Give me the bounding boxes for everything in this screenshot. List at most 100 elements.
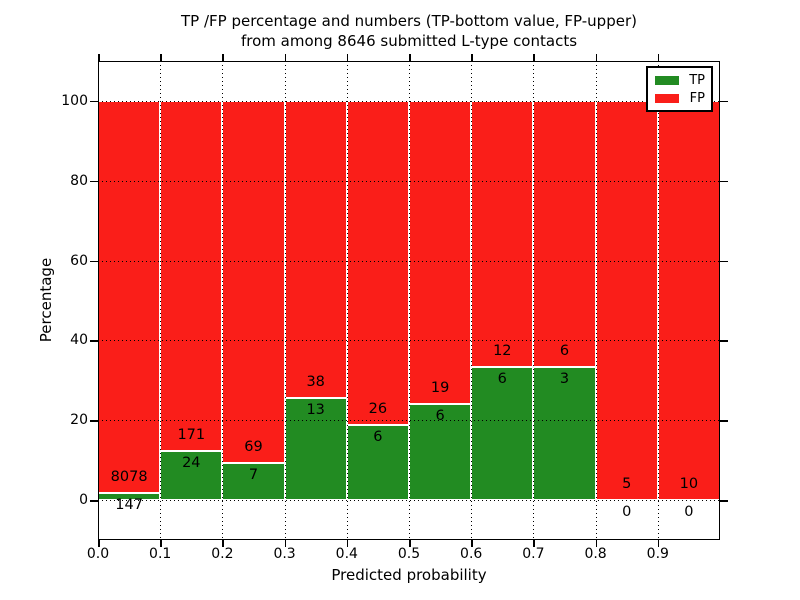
- y-tick-label: 0: [79, 492, 88, 509]
- x-tick-label: 0.7: [522, 546, 545, 562]
- x-tick: [409, 540, 411, 547]
- x-tick-top: [346, 54, 349, 61]
- y-tick: [90, 500, 98, 502]
- chart-title-line2: from among 8646 submitted L-type contact…: [240, 32, 578, 50]
- y-tick-label: 80: [70, 172, 88, 189]
- y-gridline: [98, 500, 720, 502]
- x-tick-top: [595, 54, 598, 61]
- x-tick-top: [533, 54, 535, 61]
- fp-count-label: 26: [368, 401, 388, 418]
- y-tick-right: [720, 420, 728, 422]
- x-tick-top: [98, 54, 100, 61]
- tp-count-label: 6: [497, 371, 507, 388]
- y-gridline: [98, 100, 720, 102]
- tp-legend-swatch: [655, 75, 679, 85]
- x-tick-label: 0.1: [149, 546, 172, 562]
- x-tick: [595, 540, 598, 547]
- fp-bar-segment: [222, 100, 285, 464]
- tp-count-label: 13: [306, 402, 325, 419]
- fp-bar-segment: [346, 100, 409, 426]
- x-tick-label: 0.0: [86, 546, 110, 562]
- x-tick-top: [409, 54, 411, 61]
- x-gridline: [409, 61, 410, 540]
- y-tick-label: 40: [70, 332, 88, 349]
- fp-bar-segment: [98, 100, 161, 493]
- y-gridline: [98, 260, 720, 262]
- x-tick-label: 0.4: [335, 546, 358, 562]
- tp-bar-segment: [533, 367, 596, 501]
- x-tick-label: 0.8: [584, 546, 607, 562]
- tp-bar-segment: [346, 425, 409, 501]
- y-tick-right: [720, 100, 728, 103]
- y-tick-label: 20: [70, 412, 88, 429]
- fp-bar-segment: [533, 100, 596, 368]
- tp-count-label: 7: [248, 467, 259, 484]
- x-tick-top: [222, 54, 224, 61]
- fp-count-label: 171: [177, 426, 206, 443]
- fp-bar-segment: [657, 100, 720, 501]
- x-tick-top: [657, 54, 660, 61]
- x-tick-top: [471, 54, 473, 61]
- fp-bar-segment: [160, 100, 223, 451]
- y-tick-label: 100: [61, 92, 88, 109]
- tp-count-label: 0: [622, 504, 632, 521]
- x-tick-label: 0.3: [273, 546, 296, 562]
- fp-count-label: 69: [244, 439, 263, 456]
- x-tick-label: 0.6: [460, 546, 483, 562]
- tp-count-label: 6: [435, 408, 445, 425]
- plot-area: 8078 147 171 24 69 7 38 13 26 6 19 6 12 6 6 3 5 0 10 0: [98, 61, 720, 540]
- x-tick: [160, 540, 162, 547]
- fp-bar-segment: [284, 100, 347, 399]
- fp-count-label: 38: [306, 374, 325, 391]
- x-gridline: [160, 61, 162, 540]
- y-gridline: [98, 420, 720, 422]
- tp-count-label: 24: [182, 454, 201, 471]
- tp-bar-segment: [471, 367, 534, 501]
- y-tick: [90, 180, 98, 183]
- legend-item-fp: FP: [655, 92, 705, 105]
- tp-bar-segment: [160, 450, 223, 501]
- tp-count-label: 3: [559, 371, 570, 388]
- fp-legend-label: FP: [689, 90, 705, 106]
- x-gridline: [595, 61, 597, 540]
- y-tick: [90, 420, 98, 422]
- y-tick: [90, 260, 98, 263]
- x-tick-label: 0.9: [646, 546, 669, 562]
- tp-count-label: 6: [373, 429, 383, 446]
- legend-item-tp: TP: [655, 74, 705, 87]
- x-tick: [346, 540, 349, 547]
- x-tick: [222, 540, 224, 547]
- x-tick: [533, 540, 535, 547]
- x-gridline: [284, 61, 286, 540]
- chart-title: TP /FP percentage and numbers (TP-bottom…: [59, 11, 759, 51]
- y-tick-right: [720, 260, 728, 263]
- y-tick-right: [720, 180, 728, 183]
- x-gridline: [657, 61, 659, 540]
- fp-count-label: 5: [622, 476, 632, 493]
- y-tick-label: 60: [70, 252, 88, 269]
- y-tick: [90, 340, 98, 342]
- fp-count-label: 8078: [110, 468, 148, 485]
- y-axis-label: Percentage: [37, 257, 55, 343]
- x-gridline: [533, 61, 535, 540]
- tp-count-label: 0: [684, 504, 694, 521]
- fp-count-label: 12: [493, 343, 512, 360]
- y-tick-right: [720, 500, 728, 502]
- y-tick: [90, 100, 98, 103]
- tp-bar-segment: [284, 398, 347, 501]
- x-tick: [471, 540, 473, 547]
- chart-title-line1: TP /FP percentage and numbers (TP-bottom…: [181, 12, 637, 30]
- fp-bar-segment: [471, 100, 534, 368]
- x-tick: [657, 540, 660, 547]
- legend: TP FP: [646, 66, 713, 112]
- x-gridline: [346, 61, 348, 540]
- x-tick-label: 0.5: [397, 546, 421, 562]
- fp-bar-segment: [595, 100, 658, 501]
- y-tick-right: [720, 340, 728, 342]
- x-tick-top: [160, 54, 162, 61]
- tp-count-label: 147: [115, 496, 143, 513]
- tp-legend-label: TP: [689, 72, 705, 88]
- fp-count-label: 6: [559, 343, 570, 360]
- x-axis-label: Predicted probability: [331, 566, 487, 584]
